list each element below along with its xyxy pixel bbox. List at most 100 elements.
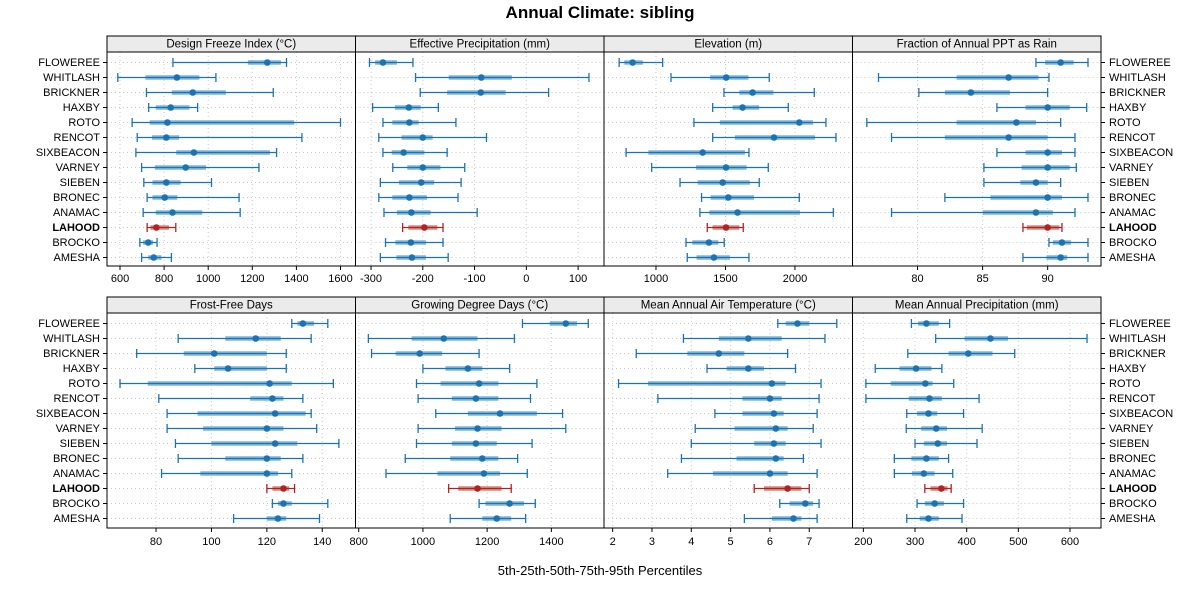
median-dot <box>263 455 271 462</box>
station-label-left: SIEBEN <box>59 437 100 450</box>
x-tick-label: 200 <box>854 536 872 548</box>
median-dot <box>182 164 190 171</box>
median-dot <box>280 500 287 507</box>
median-dot <box>400 149 407 156</box>
station-label-left: LAHOOD <box>52 482 100 495</box>
median-dot <box>173 74 181 81</box>
median-dot <box>506 500 513 507</box>
median-dot <box>925 515 932 522</box>
median-dot <box>923 455 930 462</box>
median-dot <box>932 425 940 432</box>
x-tick-label: 120 <box>258 536 276 548</box>
station-label-right: SIEBEN <box>1109 176 1150 189</box>
median-dot <box>1005 74 1012 81</box>
x-tick-label: 800 <box>350 536 368 548</box>
station-label-left: ROTO <box>68 377 100 390</box>
median-dot <box>408 254 416 261</box>
median-dot <box>280 485 287 492</box>
x-tick-label: 90 <box>1042 273 1054 285</box>
median-dot <box>1057 254 1064 261</box>
station-label-right: BRICKNER <box>1109 86 1166 99</box>
station-label-left: SIEBEN <box>59 176 100 189</box>
median-dot <box>770 410 778 417</box>
median-dot <box>790 515 797 522</box>
station-label-right: HAXBY <box>1109 362 1147 375</box>
panel-strip-title: Mean Annual Precipitation (mm) <box>895 300 1059 312</box>
median-dot <box>189 89 197 96</box>
median-dot <box>263 470 271 477</box>
x-tick-label: 600 <box>111 273 129 285</box>
x-tick-label: 100 <box>202 536 220 548</box>
median-dot <box>768 380 776 387</box>
median-dot <box>1044 149 1051 156</box>
station-label-left: ANAMAC <box>52 206 100 219</box>
median-dot <box>474 425 481 432</box>
station-label-right: BROCKO <box>1109 236 1157 249</box>
median-dot <box>934 440 942 447</box>
median-dot <box>770 134 778 141</box>
station-label-left: FLOWEREE <box>38 317 100 330</box>
median-dot <box>252 335 260 342</box>
station-label-right: AMESHA <box>1109 512 1156 525</box>
panel-border <box>355 51 605 267</box>
median-dot <box>440 335 448 342</box>
median-dot <box>407 239 415 246</box>
station-label-right: AMESHA <box>1109 251 1156 264</box>
station-label-left: VARNEY <box>55 422 100 435</box>
median-dot <box>912 365 920 372</box>
station-label-left: RENCOT <box>53 392 100 405</box>
median-dot <box>724 194 732 201</box>
station-label-right: FLOWEREE <box>1109 317 1171 330</box>
station-label-left: BRICKNER <box>43 347 100 360</box>
median-dot <box>408 209 415 216</box>
x-tick-label: 3 <box>649 536 655 548</box>
median-dot <box>722 74 730 81</box>
station-label-right: HAXBY <box>1109 101 1147 114</box>
median-dot <box>1044 164 1051 171</box>
median-dot <box>987 335 994 342</box>
x-tick-label: 1400 <box>539 536 563 548</box>
median-dot <box>766 470 774 477</box>
median-dot <box>493 515 501 522</box>
station-label-right: ANAMAC <box>1109 467 1157 480</box>
x-tick-label: 1200 <box>240 273 264 285</box>
station-label-right: FLOWEREE <box>1109 56 1171 69</box>
median-dot <box>480 470 488 477</box>
station-label-right: SIXBEACON <box>1109 407 1174 420</box>
median-dot <box>224 365 232 372</box>
station-label-left: VARNEY <box>55 161 100 174</box>
median-dot <box>496 410 504 417</box>
median-dot <box>421 224 428 231</box>
median-dot <box>263 425 271 432</box>
x-tick-label: 5 <box>728 536 734 548</box>
station-label-right: BRONEC <box>1109 191 1157 204</box>
station-label-right: WHITLASH <box>1109 71 1166 84</box>
x-tick-label: -200 <box>412 273 434 285</box>
panel-strip-title: Design Freeze Index (°C) <box>166 39 296 51</box>
x-tick-label: 400 <box>957 536 975 548</box>
panel-border <box>603 51 853 267</box>
median-dot <box>1044 224 1051 231</box>
station-label-left: ANAMAC <box>52 467 100 480</box>
panel-border <box>106 312 356 529</box>
median-dot <box>802 500 809 507</box>
median-dot <box>722 164 730 171</box>
x-tick-label: 2 <box>610 536 616 548</box>
median-dot <box>926 395 933 402</box>
median-dot <box>144 239 152 246</box>
median-dot <box>719 179 726 186</box>
median-dot <box>405 104 413 111</box>
station-label-left: LAHOOD <box>52 221 100 234</box>
x-tick-label: -300 <box>360 273 382 285</box>
median-dot <box>161 194 169 201</box>
median-dot <box>784 485 791 492</box>
station-label-left: BRONEC <box>52 452 100 465</box>
station-label-left: SIXBEACON <box>35 146 100 159</box>
median-dot <box>629 59 636 66</box>
median-dot <box>938 485 945 492</box>
median-dot <box>264 59 271 66</box>
panel-border <box>355 312 605 529</box>
station-label-left: WHITLASH <box>43 71 100 84</box>
